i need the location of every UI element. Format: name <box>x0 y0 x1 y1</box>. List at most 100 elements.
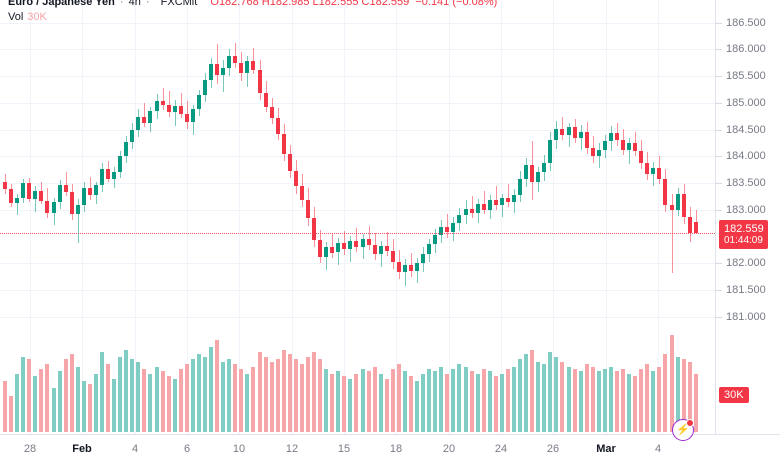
volume-bar <box>130 359 134 432</box>
volume-bar <box>354 373 358 432</box>
candle-body <box>548 140 552 163</box>
volume-bar <box>494 376 498 432</box>
candle-wick <box>569 123 570 147</box>
volume-bar <box>415 381 419 432</box>
candle-wick <box>217 44 218 84</box>
price-axis-label: 185.000 <box>726 96 766 109</box>
current-price-value: 182.559 <box>724 223 764 236</box>
volume-bar <box>373 366 377 432</box>
open-value: 182.768 <box>218 0 259 8</box>
time-axis-label: 10 <box>232 443 246 455</box>
volume-bar <box>167 376 171 432</box>
candle-body <box>288 154 292 172</box>
candle-body <box>148 111 152 124</box>
grid-line-vertical <box>239 0 240 434</box>
candle-body <box>663 178 667 206</box>
high-value: 182.985 <box>269 0 310 8</box>
price-axis-label: 182.000 <box>726 257 766 270</box>
candle-body <box>409 265 413 271</box>
candle-body <box>342 242 346 250</box>
price-axis[interactable]: 182.559 01:44:09 30K 186.500 186.000 185.5… <box>715 0 780 434</box>
volume-bar <box>391 368 395 432</box>
volume-bar <box>118 356 122 432</box>
candle-body <box>270 107 274 118</box>
volume-bar <box>512 366 516 432</box>
volume-bar <box>239 368 243 432</box>
time-axis[interactable]: 28 Feb 4 6 10 12 15 18 20 24 26 Mar 4 <box>0 434 780 471</box>
candle-body <box>27 183 31 200</box>
price-axis-tick <box>716 102 780 104</box>
volume-bar <box>488 371 492 432</box>
candle-body <box>445 226 449 233</box>
price-axis-label: 183.500 <box>726 177 766 190</box>
candle-body <box>336 242 340 253</box>
candle-wick <box>417 257 418 284</box>
candle-body <box>39 190 43 202</box>
volume-scale-badge[interactable]: 30K <box>719 387 749 403</box>
volume-bar <box>627 373 631 432</box>
volume-bar <box>9 395 13 432</box>
symbol-title[interactable]: Euro / Japanese Yen <box>8 0 115 8</box>
volume-bar <box>288 354 292 432</box>
candle-body <box>567 127 571 135</box>
volume-bar <box>421 373 425 432</box>
candle-body <box>348 240 352 250</box>
candle-wick <box>369 225 370 251</box>
price-axis-tick <box>716 76 780 78</box>
candle-body <box>427 243 431 254</box>
volume-bar <box>427 368 431 432</box>
candle-body <box>639 150 643 163</box>
candle-body <box>294 171 298 187</box>
volume-bar <box>39 368 43 432</box>
volume-bar <box>227 359 231 432</box>
current-price-badge[interactable]: 182.559 01:44:09 <box>719 220 768 250</box>
volume-bar <box>633 376 637 432</box>
candle-body <box>415 263 419 271</box>
price-axis-tick <box>716 316 780 318</box>
data-source-label[interactable]: FXCMit <box>160 0 198 8</box>
candle-body <box>173 106 177 113</box>
candle-body <box>276 117 280 134</box>
chart-legend[interactable]: Euro / Japanese Yen · 4h · FXCMit O182.7… <box>8 0 497 8</box>
time-axis-label: 24 <box>494 443 508 455</box>
candle-body <box>512 194 516 203</box>
time-axis-label: Feb <box>72 443 92 455</box>
volume-bar <box>554 356 558 432</box>
candle-body <box>191 109 195 123</box>
candle-body <box>324 247 328 257</box>
candle-body <box>694 222 698 234</box>
volume-bar <box>397 364 401 432</box>
volume-bar <box>233 364 237 432</box>
grid-line-vertical <box>82 0 83 434</box>
volume-bar <box>282 349 286 432</box>
volume-bar <box>530 349 534 432</box>
volume-bar <box>15 373 19 432</box>
candle-wick <box>181 93 182 118</box>
volume-bar <box>215 339 219 432</box>
candle-body <box>627 143 631 150</box>
candle-wick <box>508 184 509 207</box>
time-axis-label: 4 <box>131 443 139 455</box>
candle-body <box>142 116 146 124</box>
volume-bar <box>348 378 352 432</box>
candle-body <box>542 162 546 173</box>
candle-body <box>554 128 558 141</box>
volume-bar <box>179 368 183 432</box>
candle-body <box>657 168 661 179</box>
candle-wick <box>387 232 388 256</box>
candle-body <box>591 147 595 157</box>
interval-label[interactable]: 4h <box>128 0 141 8</box>
candle-body <box>633 143 637 151</box>
volume-legend[interactable]: Vol 30K <box>8 11 47 23</box>
volume-bar <box>300 364 304 432</box>
candle-body <box>306 200 310 219</box>
candle-wick <box>496 186 497 210</box>
volume-bar <box>385 378 389 432</box>
flash-event-icon[interactable]: ⚡ <box>672 419 694 441</box>
candle-wick <box>17 193 18 216</box>
candle-wick <box>175 99 176 127</box>
price-axis-tick <box>716 49 780 51</box>
candle-body <box>94 185 98 195</box>
volume-bar <box>524 354 528 432</box>
